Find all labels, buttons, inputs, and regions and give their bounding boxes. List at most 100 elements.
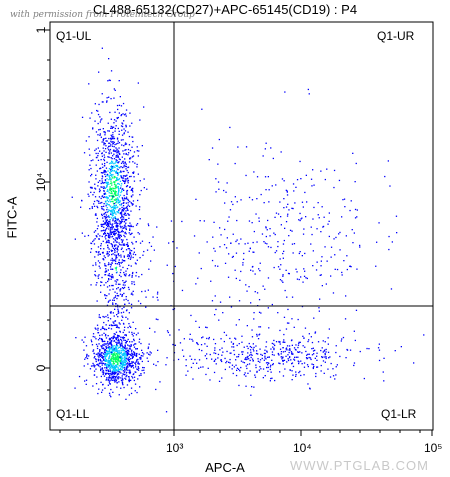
event-point [101, 345, 103, 347]
event-point [120, 166, 122, 168]
event-point [249, 345, 251, 348]
event-point [117, 198, 119, 200]
event-point [91, 187, 93, 189]
event-point [285, 206, 288, 208]
event-point [115, 266, 118, 268]
event-point [131, 250, 133, 252]
event-point [388, 235, 390, 238]
event-point [292, 252, 294, 254]
event-point [109, 356, 111, 358]
event-point [122, 150, 124, 152]
event-point [291, 243, 294, 245]
event-point [268, 189, 270, 191]
event-point [283, 316, 286, 318]
event-point [247, 242, 249, 244]
event-point [135, 355, 138, 357]
event-point [253, 251, 255, 253]
event-point [109, 394, 111, 396]
event-point [100, 375, 102, 378]
event-point [104, 350, 106, 352]
event-point [138, 353, 140, 355]
event-point [123, 349, 125, 352]
event-point [122, 123, 124, 125]
event-point [120, 288, 122, 290]
event-point [363, 377, 365, 380]
event-point [315, 372, 317, 375]
event-point [125, 226, 127, 228]
event-point [256, 350, 258, 352]
event-point [262, 285, 264, 287]
event-point [95, 328, 97, 330]
event-point [355, 162, 357, 165]
event-point [313, 206, 315, 209]
event-point [238, 300, 241, 302]
event-point [341, 338, 343, 340]
event-point [113, 373, 116, 375]
event-point [101, 201, 103, 204]
event-point [100, 223, 102, 226]
event-point [131, 292, 133, 294]
event-point [206, 337, 208, 340]
event-point [131, 203, 133, 205]
event-point [116, 325, 118, 327]
event-point [102, 356, 105, 358]
event-point [124, 356, 126, 358]
event-point [91, 206, 93, 208]
event-point [112, 336, 114, 338]
event-point [107, 252, 109, 255]
event-point [102, 383, 104, 386]
event-point [129, 228, 131, 230]
event-point [232, 255, 234, 258]
event-point [132, 191, 134, 193]
event-point [109, 79, 111, 82]
event-point [123, 128, 125, 130]
event-point [149, 351, 151, 353]
event-point [214, 358, 217, 360]
event-point [246, 290, 248, 292]
event-point [110, 346, 112, 348]
event-point [134, 162, 136, 164]
event-point [111, 268, 113, 270]
event-point [107, 344, 109, 346]
event-point [101, 152, 103, 154]
event-point [244, 372, 246, 374]
event-point [282, 356, 284, 358]
event-point [103, 248, 105, 250]
event-point [110, 243, 112, 245]
event-point [113, 348, 115, 350]
event-point [110, 188, 113, 190]
event-point [114, 262, 117, 265]
event-point [284, 341, 286, 343]
event-point [250, 269, 252, 271]
event-point [103, 154, 105, 156]
event-point [131, 375, 133, 378]
event-point [298, 252, 300, 255]
event-point [125, 233, 127, 235]
event-point [257, 353, 259, 355]
event-point [224, 357, 226, 360]
event-point [115, 149, 117, 152]
event-point [103, 351, 106, 353]
event-point [107, 239, 109, 241]
event-point [108, 242, 110, 244]
event-point [127, 338, 129, 341]
event-point [106, 286, 109, 288]
event-point [324, 246, 326, 248]
event-point [100, 362, 102, 364]
event-point [119, 361, 121, 363]
event-point [124, 326, 126, 328]
event-point [106, 161, 108, 163]
event-point [101, 47, 103, 49]
event-point [117, 253, 120, 255]
event-point [97, 275, 99, 277]
event-point [148, 268, 150, 270]
event-point [117, 310, 120, 312]
event-point [264, 148, 266, 150]
event-point [113, 119, 116, 121]
event-point [140, 374, 142, 376]
event-point [130, 379, 132, 381]
event-point [127, 363, 129, 365]
event-point [128, 214, 131, 216]
event-point [108, 96, 110, 98]
event-point [121, 358, 123, 360]
